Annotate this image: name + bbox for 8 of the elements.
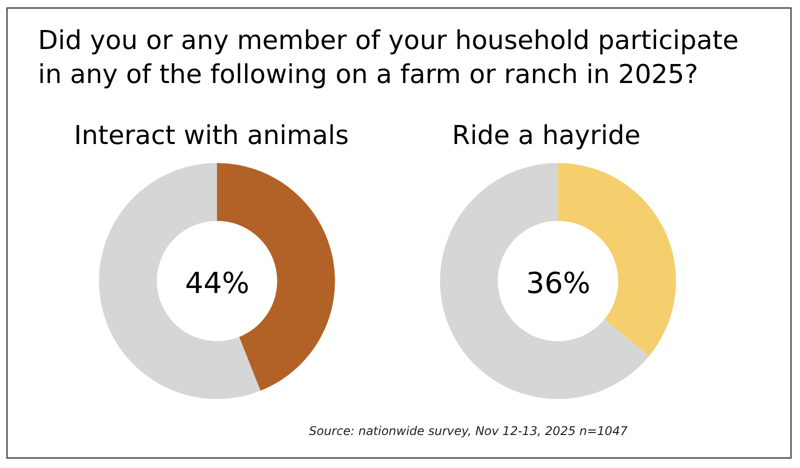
text: Did you or any member of your household participate in any of the following on a farm or ranch in 2025?	[38, 26, 739, 90]
donut-slice	[99, 163, 260, 399]
source-note: Source: nationwide survey, Nov 12-13, 2025 n=1047	[309, 424, 628, 438]
donut-slice	[440, 163, 649, 399]
text: 36%	[526, 266, 590, 300]
text: 44%	[185, 266, 250, 300]
chart-title: Ride a hayride	[452, 121, 640, 151]
chart-title: Interact with animals	[74, 121, 349, 151]
